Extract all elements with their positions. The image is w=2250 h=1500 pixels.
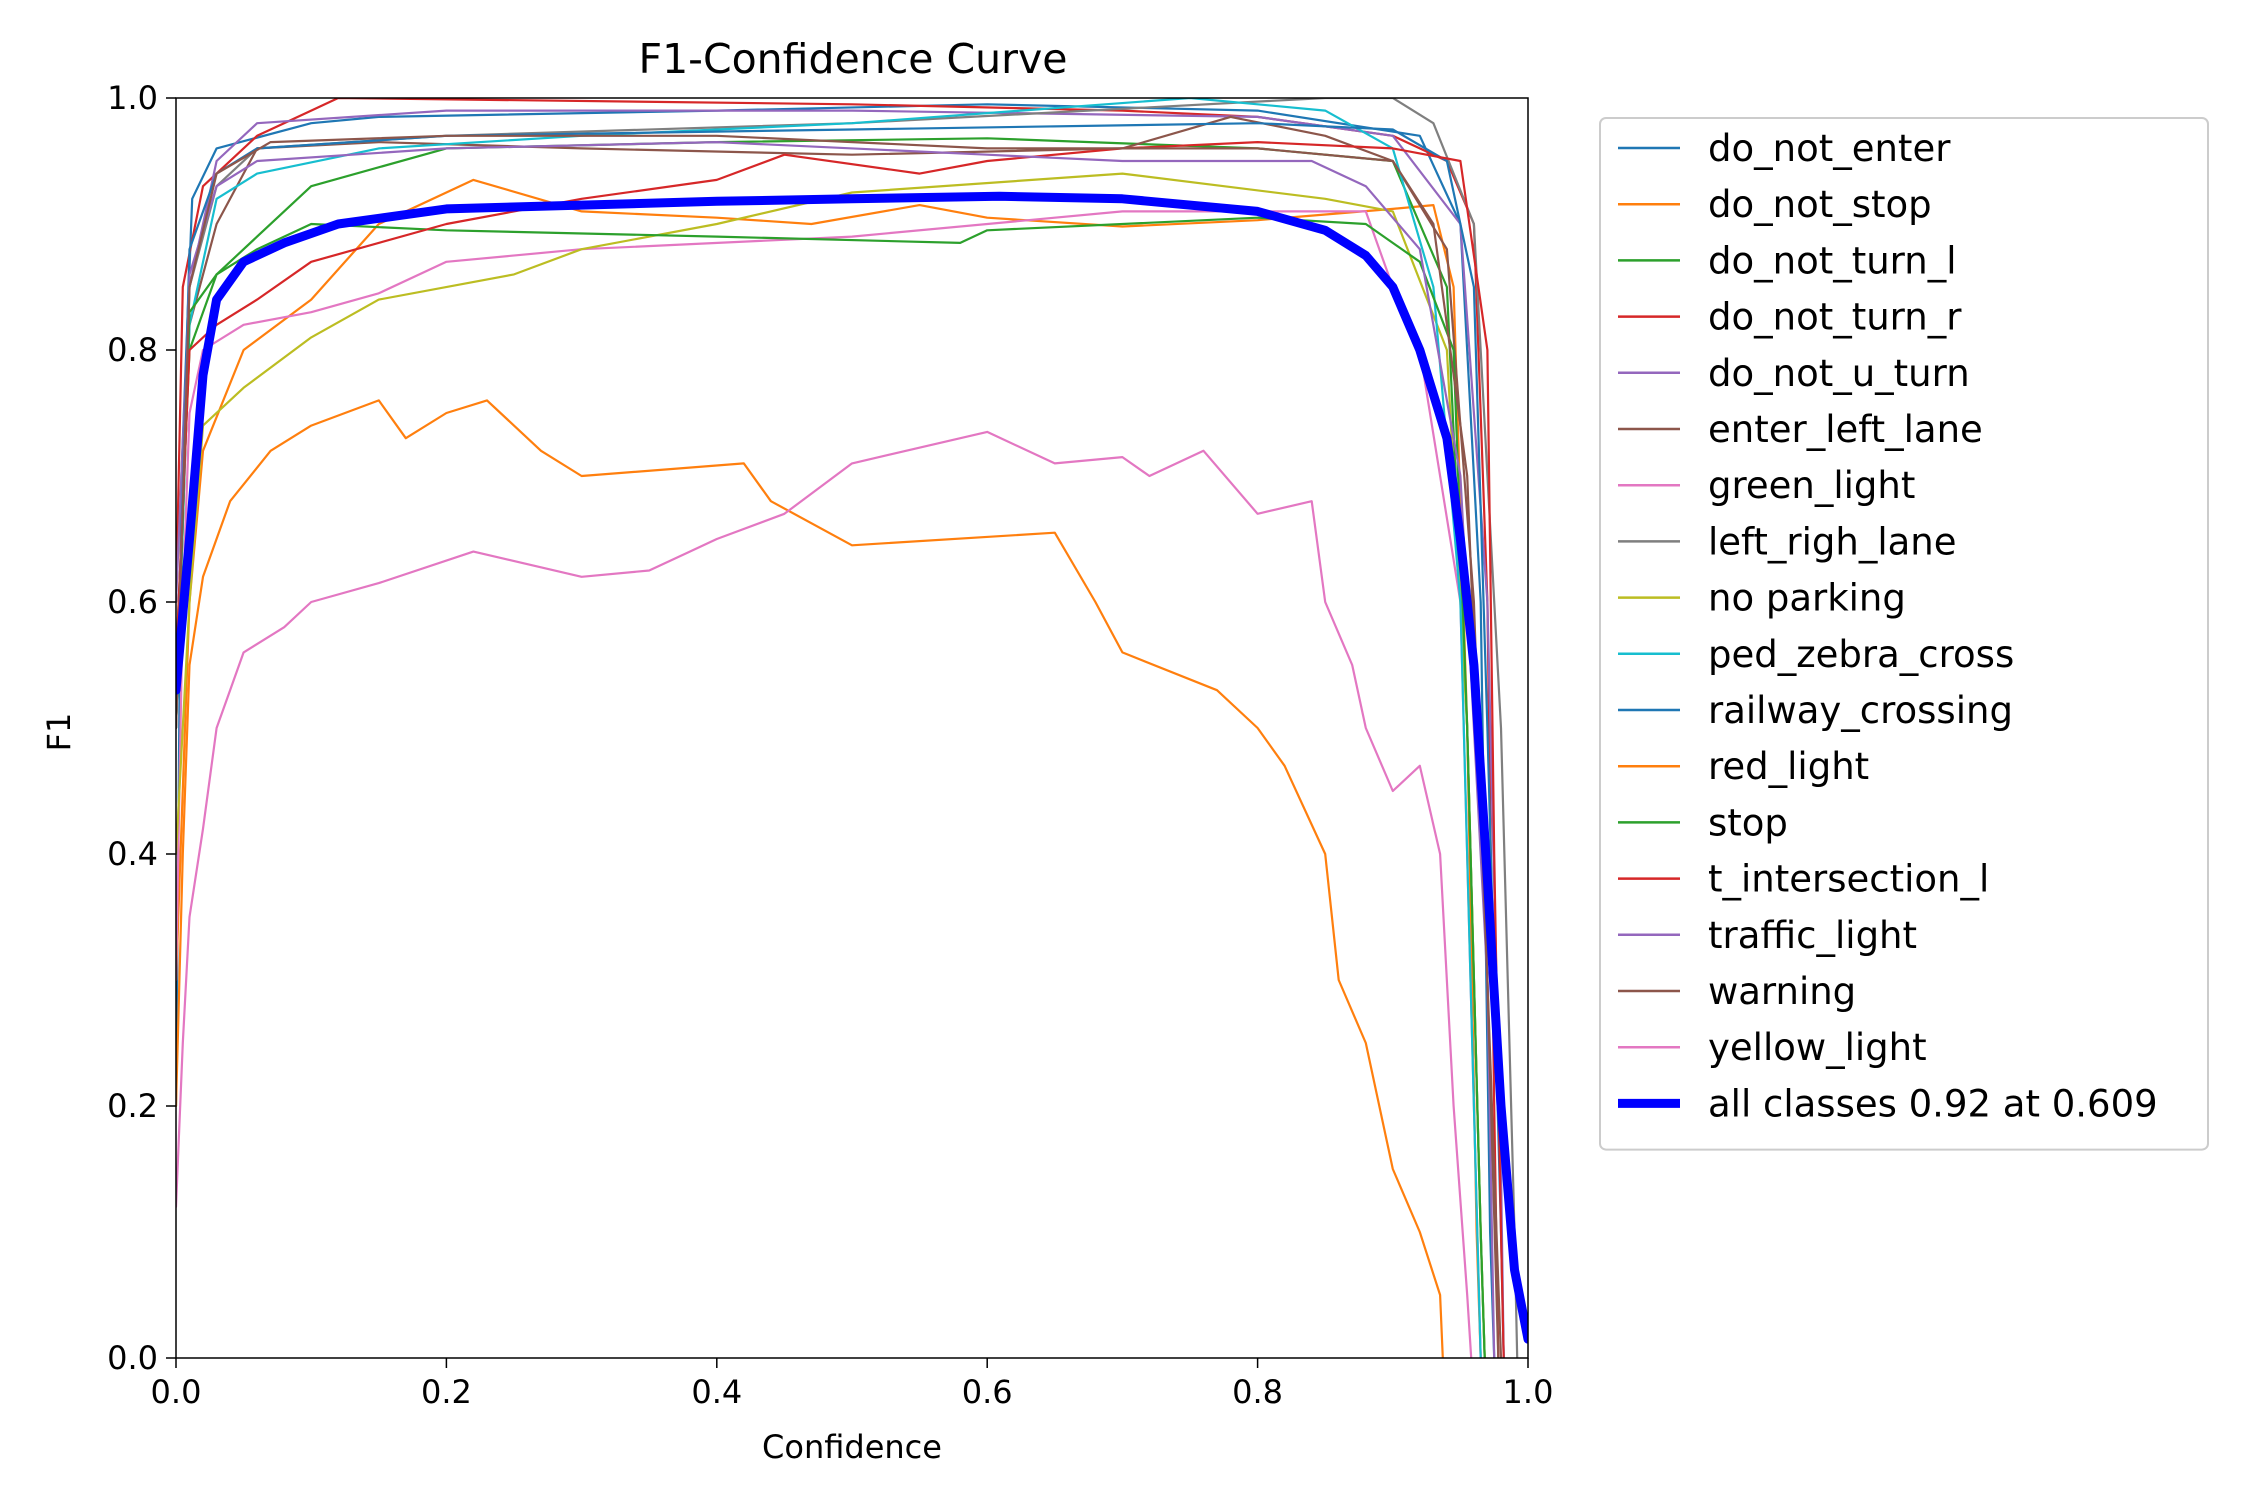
series-line-17 bbox=[176, 191, 1528, 1344]
y-tick-label: 0.6 bbox=[107, 583, 158, 621]
x-tick-label: 1.0 bbox=[1503, 1373, 1554, 1411]
series-line-1 bbox=[176, 178, 1482, 1358]
series-line-0 bbox=[176, 103, 1496, 1358]
series-line-14 bbox=[176, 141, 1496, 1358]
series-line-13 bbox=[176, 141, 1505, 1358]
legend-label-11: red_light bbox=[1708, 745, 1869, 788]
series-line-11 bbox=[176, 399, 1444, 1358]
series-line-15 bbox=[176, 134, 1500, 1358]
legend-label-12: stop bbox=[1708, 801, 1788, 844]
y-tick-label: 0.8 bbox=[107, 331, 158, 369]
legend-label-8: no parking bbox=[1708, 577, 1906, 620]
series-line-6 bbox=[176, 210, 1482, 1358]
series-layer bbox=[176, 98, 1528, 1358]
legend-label-13: t_intersection_l bbox=[1708, 858, 1989, 901]
series-line-16 bbox=[176, 430, 1473, 1358]
legend-label-6: green_light bbox=[1708, 464, 1915, 507]
x-tick-label: 0.6 bbox=[962, 1373, 1013, 1411]
legend-label-5: enter_left_lane bbox=[1708, 408, 1983, 451]
y-axis: 0.0 0.2 0.4 0.6 0.8 1.0 bbox=[107, 79, 176, 1377]
y-tick-label: 0.4 bbox=[107, 835, 158, 873]
x-axis: 0.0 0.2 0.4 0.6 0.8 1.0 bbox=[151, 1358, 1554, 1411]
series-line-7 bbox=[176, 98, 1519, 1358]
legend-label-4: do_not_u_turn bbox=[1708, 352, 1970, 395]
plot-frame bbox=[175, 97, 1529, 1359]
legend-label-0: do_not_enter bbox=[1708, 127, 1951, 170]
legend-label-15: warning bbox=[1708, 970, 1856, 1013]
legend-frame bbox=[1599, 117, 2209, 1151]
series-line-8 bbox=[176, 172, 1486, 1358]
x-tick-label: 0.2 bbox=[421, 1373, 472, 1411]
legend-label-3: do_not_turn_r bbox=[1708, 296, 1962, 339]
x-axis-label: Confidence bbox=[762, 1428, 942, 1466]
series-line-10 bbox=[176, 122, 1505, 1358]
legend-label-1: do_not_stop bbox=[1708, 183, 1932, 226]
legend: do_not_enter do_not_stop do_not_turn_l do_n… bbox=[1599, 117, 2209, 1151]
y-tick-label: 0.2 bbox=[107, 1087, 158, 1125]
series-line-2 bbox=[176, 137, 1486, 1358]
series-line-12 bbox=[176, 216, 1486, 1358]
x-tick-label: 0.0 bbox=[151, 1373, 202, 1411]
series-line-3 bbox=[176, 98, 1500, 1358]
series-line-9 bbox=[176, 98, 1482, 1358]
legend-label-14: traffic_light bbox=[1708, 914, 1917, 957]
legend-label-10: railway_crossing bbox=[1708, 689, 2013, 732]
series-line-4 bbox=[176, 109, 1505, 1358]
legend-label-9: ped_zebra_cross bbox=[1708, 633, 2014, 676]
legend-label-2: do_not_turn_l bbox=[1708, 239, 1956, 282]
chart-title: F1-Confidence Curve bbox=[639, 35, 1068, 83]
x-tick-label: 0.4 bbox=[691, 1373, 742, 1411]
legend-label-16: yellow_light bbox=[1708, 1026, 1927, 1069]
y-tick-label: 1.0 bbox=[107, 79, 158, 117]
y-axis-label: F1 bbox=[40, 713, 78, 752]
x-tick-label: 0.8 bbox=[1232, 1373, 1283, 1411]
y-tick-label: 0.0 bbox=[107, 1339, 158, 1377]
legend-label-7: left_righ_lane bbox=[1708, 520, 1957, 563]
legend-label-17: all classes 0.92 at 0.609 bbox=[1708, 1082, 2158, 1125]
